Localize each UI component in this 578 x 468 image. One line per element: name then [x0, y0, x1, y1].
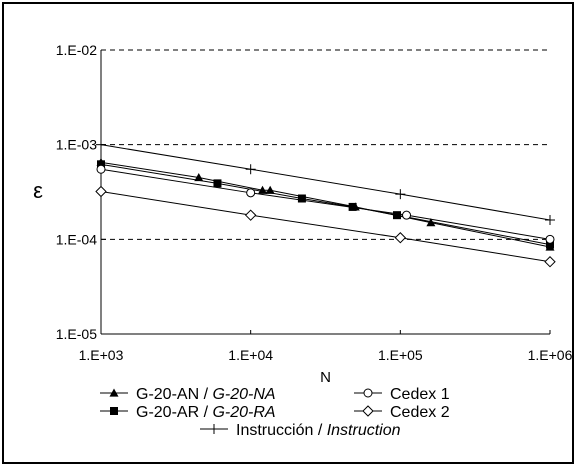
- series-2: [96, 164, 555, 244]
- axes: [100, 49, 551, 335]
- series-line: [100, 168, 551, 240]
- square-marker: [392, 211, 401, 220]
- square-marker: [110, 407, 118, 415]
- epsilon-vs-n-chart: 1.E-02 1.E-03 1.E-04 1.E-05 1.E+03 1.E+04 1.E+…: [33, 42, 573, 439]
- series-line: [100, 144, 551, 221]
- triangle-marker: [194, 172, 204, 182]
- square-marker: [546, 240, 554, 249]
- legend-label-main: Cedex 2: [390, 404, 450, 421]
- legend-label: G-20-AN / G-20-NA: [136, 386, 276, 403]
- series-0: [96, 157, 555, 251]
- series-group: [95, 139, 556, 268]
- legend-item-0: G-20-AN / G-20-NA: [100, 386, 276, 403]
- series-3: [95, 185, 556, 268]
- circle-marker: [363, 388, 373, 398]
- tick-labels: 1.E-02 1.E-03 1.E-04 1.E-05 1.E+03 1.E+04 1.E+…: [56, 42, 573, 363]
- x-tick-label: 1.E+03: [79, 347, 124, 363]
- legend-label: Instrucción / Instruction: [236, 422, 401, 439]
- legend-label-main: Instrucción /: [236, 422, 327, 439]
- plus-marker: [545, 215, 555, 226]
- circle-marker: [545, 234, 555, 244]
- diamond-marker: [95, 185, 107, 198]
- plus-marker: [209, 424, 219, 434]
- series-line: [100, 191, 551, 263]
- legend-label-main: G-20-AN /: [136, 386, 212, 403]
- square-marker: [213, 179, 222, 188]
- legend-label-italic: Instruction: [327, 422, 401, 439]
- series-4: [96, 139, 555, 226]
- legend-item-1: G-20-AR / G-20-RA: [100, 404, 276, 421]
- diamond-marker: [394, 232, 407, 244]
- square-marker: [348, 202, 357, 211]
- triangle-marker: [265, 185, 275, 194]
- y-axis-label: ε: [33, 178, 43, 203]
- x-axis-label: N: [320, 369, 331, 386]
- x-tick-label: 1.E+05: [378, 347, 423, 363]
- circle-marker: [96, 164, 106, 174]
- legend: G-20-AN / G-20-NAG-20-AR / G-20-RA Cedex …: [100, 386, 450, 439]
- diamond-marker: [362, 405, 374, 417]
- plus-marker: [96, 139, 106, 150]
- series-1: [97, 160, 554, 249]
- legend-label-italic: G-20-NA: [212, 386, 275, 403]
- y-tick-label: 1.E-04: [56, 231, 97, 247]
- legend-item-2: Cedex 1: [354, 386, 450, 403]
- plus-marker: [245, 164, 256, 175]
- legend-label-italic: G-20-RA: [212, 404, 275, 421]
- diamond-marker: [244, 209, 257, 221]
- legend-label-main: G-20-AR /: [136, 404, 212, 421]
- y-tick-label: 1.E-03: [56, 137, 97, 153]
- circle-marker: [402, 210, 412, 220]
- gridlines: [101, 49, 550, 240]
- triangle-marker: [426, 218, 436, 227]
- chart-frame: 1.E-02 1.E-03 1.E-04 1.E-05 1.E+03 1.E+04 1.E+…: [2, 2, 574, 464]
- x-tick-label: 1.E+06: [528, 347, 573, 363]
- circle-marker: [246, 188, 256, 198]
- square-marker: [297, 194, 306, 203]
- legend-item-3: Cedex 2: [354, 404, 450, 421]
- diamond-marker: [544, 256, 556, 268]
- y-tick-label: 1.E-02: [56, 42, 97, 58]
- legend-label-main: Cedex 1: [390, 386, 450, 403]
- plus-marker: [395, 189, 406, 200]
- square-marker: [97, 160, 105, 169]
- x-tick-label: 1.E+04: [228, 347, 273, 363]
- legend-label: Cedex 2: [390, 404, 450, 421]
- legend-item-4: Instrucción / Instruction: [200, 422, 401, 439]
- series-line: [100, 163, 551, 246]
- y-tick-label: 1.E-05: [56, 326, 97, 342]
- legend-label: G-20-AR / G-20-RA: [136, 404, 276, 421]
- legend-label: Cedex 1: [390, 386, 450, 403]
- triangle-marker: [109, 388, 119, 397]
